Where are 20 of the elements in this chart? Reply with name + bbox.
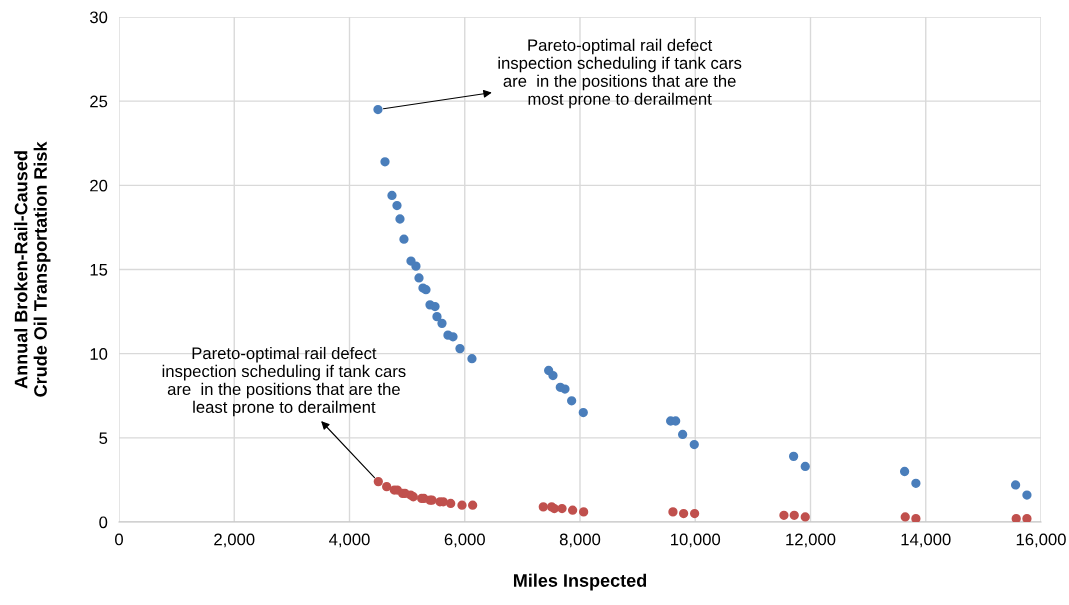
x-tick-label: 6,000 — [444, 533, 485, 548]
x-tick-label: 12,000 — [786, 533, 836, 548]
y-tick-label: 15 — [90, 264, 108, 276]
y-tick-label: 5 — [99, 432, 108, 445]
x-tick-label: 16,000 — [1016, 533, 1066, 548]
x-tick-label: 8,000 — [559, 533, 601, 548]
x-tick-label: 2,000 — [214, 533, 255, 548]
y-tick-label: 20 — [90, 179, 108, 192]
x-tick-label: 10,000 — [671, 533, 721, 548]
y-tick-label: 25 — [90, 95, 108, 108]
y-axis-title: Annual Broken-Rail-Caused Crude Oil Transportation Risk — [14, 141, 51, 397]
x-axis-title: Miles Inspected — [513, 573, 647, 591]
y-tick-label: 30 — [89, 11, 108, 24]
x-tick-label: 0 — [115, 533, 123, 546]
annotation: Pareto-optimal rail defect inspection scheduling if tank cars are in the positions that are the least prone to derailment — [162, 346, 406, 417]
y-tick-label: 0 — [99, 516, 108, 529]
x-tick-label: 14,000 — [901, 533, 951, 548]
annotation: Pareto-optimal rail defect inspection scheduling if tank cars are in the positions that are the most prone to derailment — [498, 38, 742, 109]
x-tick-label: 4,000 — [329, 533, 370, 548]
y-tick-label: 10 — [90, 348, 108, 360]
